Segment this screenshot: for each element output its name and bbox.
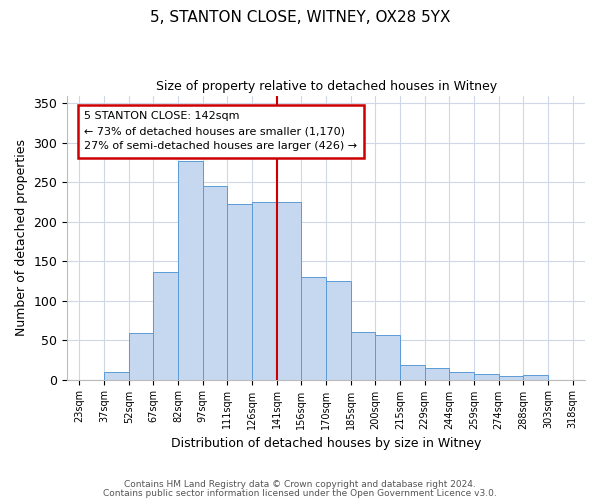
Text: 5 STANTON CLOSE: 142sqm
← 73% of detached houses are smaller (1,170)
27% of semi: 5 STANTON CLOSE: 142sqm ← 73% of detache… [85, 112, 358, 151]
Bar [376, 334, 400, 380]
Bar [104, 372, 129, 380]
Bar [203, 186, 227, 380]
Bar [523, 375, 548, 380]
Bar [400, 366, 425, 380]
Text: Contains public sector information licensed under the Open Government Licence v3: Contains public sector information licen… [103, 490, 497, 498]
Bar [449, 372, 474, 380]
Bar [252, 202, 277, 380]
Bar [277, 202, 301, 380]
Bar [474, 374, 499, 380]
Title: Size of property relative to detached houses in Witney: Size of property relative to detached ho… [155, 80, 497, 93]
Bar [154, 272, 178, 380]
Bar [178, 161, 203, 380]
Text: 5, STANTON CLOSE, WITNEY, OX28 5YX: 5, STANTON CLOSE, WITNEY, OX28 5YX [150, 10, 450, 25]
X-axis label: Distribution of detached houses by size in Witney: Distribution of detached houses by size … [171, 437, 481, 450]
Text: Contains HM Land Registry data © Crown copyright and database right 2024.: Contains HM Land Registry data © Crown c… [124, 480, 476, 489]
Bar [499, 376, 523, 380]
Bar [351, 332, 376, 380]
Y-axis label: Number of detached properties: Number of detached properties [15, 139, 28, 336]
Bar [301, 277, 326, 380]
Bar [129, 333, 154, 380]
Bar [425, 368, 449, 380]
Bar [326, 281, 351, 380]
Bar [227, 204, 252, 380]
